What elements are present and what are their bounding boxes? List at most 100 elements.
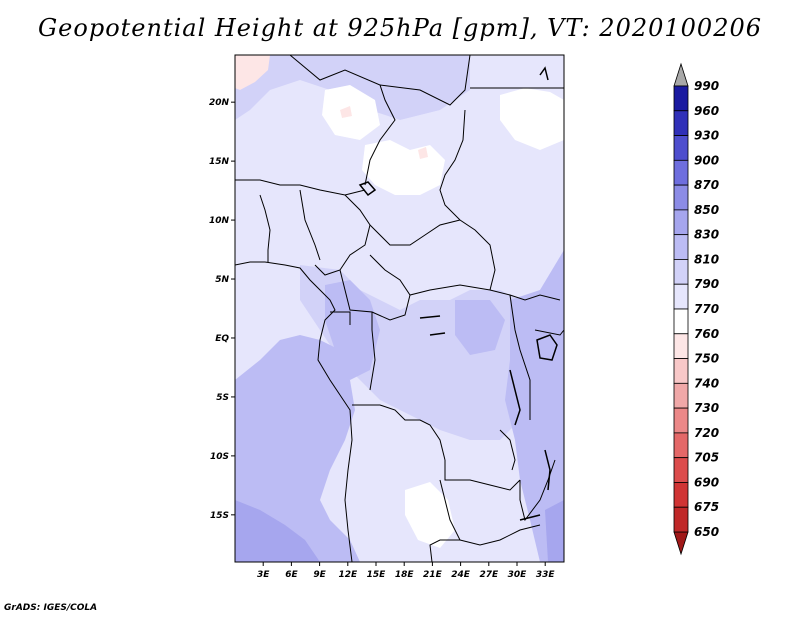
border-angola-south (444, 460, 521, 491)
river-marks-1 (419, 315, 441, 319)
colorbar-label: 690 (694, 475, 719, 489)
river-marks-2 (429, 332, 446, 336)
field-830-ocean (235, 335, 360, 562)
colorbar-box (673, 382, 689, 409)
map-frame (234, 54, 565, 563)
border-east-3 (534, 329, 564, 336)
colorbar-label: 760 (694, 327, 719, 341)
field-760-dot-sahel (418, 147, 428, 159)
field-790-west (235, 120, 340, 220)
border-lake-tanganyika (499, 429, 516, 471)
footer-credit: GrADS: IGES/COLA (4, 603, 98, 613)
lat-tick-label: 5S (216, 393, 229, 403)
lon-tick-label: 18E (395, 570, 415, 580)
colorbar-label: 900 (694, 153, 719, 167)
field-830-lake (455, 300, 505, 355)
lon-tick-label: 21E (423, 570, 443, 580)
border-north-2 (379, 55, 471, 106)
lakes (358, 66, 558, 521)
colorbar-box (673, 407, 689, 434)
border-chad-sudan (439, 109, 496, 291)
colorbar-box (673, 85, 689, 112)
colorbar-box (673, 308, 689, 335)
colorbar-box (673, 432, 689, 459)
border-gabon (330, 311, 351, 325)
border-east-1 (489, 289, 561, 301)
colorbar-box (673, 283, 689, 310)
field-850-southeast (545, 500, 564, 562)
border-angola-north (352, 404, 446, 461)
colorbar-box (673, 259, 689, 285)
colorbar-label: 650 (694, 525, 719, 539)
colorbar-upper-arrow (673, 62, 689, 87)
border-southeast-1 (459, 524, 541, 546)
colorbar-label: 810 (694, 252, 719, 266)
border-east-2 (509, 294, 531, 420)
lat-tick-label: EQ (215, 334, 229, 344)
field-760-northwest (235, 55, 270, 90)
colorbar-label: 740 (694, 376, 719, 390)
river-marks-3 (519, 514, 541, 521)
border-nigeria (314, 194, 371, 276)
lon-tick-label: 12E (338, 570, 358, 580)
field-850-southwest (235, 500, 320, 562)
chart-title: Geopotential Height at 925hPa [gpm], VT:… (38, 14, 762, 42)
colorbar-label: 990 (694, 79, 719, 93)
latitude-axis: 20N 15N 10N 5N EQ 5S 10S 15S (209, 98, 235, 521)
border-north-1 (289, 55, 396, 186)
colorbar-box (673, 110, 689, 136)
lon-tick-label: 30E (508, 570, 528, 580)
colorbar-lower-arrow (673, 531, 689, 556)
lon-tick-label: 33E (536, 570, 556, 580)
lake-chad (358, 181, 377, 197)
colorbar-label: 770 (694, 302, 719, 316)
colorbar-box (673, 135, 689, 161)
colorbar-box (673, 482, 689, 508)
colorbar-box (673, 506, 689, 533)
country-borders (235, 55, 564, 562)
longitude-axis: 3E 6E 9E 12E 15E 18E 21E 24E 27E 30E 33E (257, 562, 555, 580)
colorbar: 990 960 930 900 870 850 830 810 790 770 760 750 740 7… (673, 62, 719, 556)
field-770-northeast (500, 88, 564, 150)
lat-tick-label: 5N (215, 275, 229, 285)
lon-tick-label: 15E (367, 570, 387, 580)
field-830-congo (325, 280, 380, 380)
border-west-1 (259, 194, 271, 262)
colorbar-label: 960 (694, 104, 719, 118)
colorbar-label: 675 (694, 500, 719, 514)
lake-northeast (539, 66, 549, 81)
lat-tick-label: 10N (209, 216, 230, 226)
colorbar-box (673, 457, 689, 483)
colorbar-label: 870 (694, 178, 719, 192)
colorbar-label: 705 (694, 451, 719, 465)
colorbar-label: 790 (694, 277, 719, 291)
coastline-west-africa (235, 261, 353, 562)
field-770-south (405, 482, 455, 548)
lon-tick-label: 3E (257, 570, 270, 580)
colorbar-box (673, 184, 689, 211)
lake-victoria (536, 334, 558, 361)
colorbar-label: 830 (694, 228, 719, 242)
lon-tick-label: 6E (285, 570, 298, 580)
border-west-2 (299, 189, 321, 261)
lat-tick-label: 10S (210, 452, 229, 462)
colorbar-box (673, 333, 689, 359)
lon-tick-label: 24E (451, 570, 471, 580)
colorbar-label: 850 (694, 203, 719, 217)
colorbar-label: 930 (694, 129, 719, 143)
lake-malawi (544, 449, 551, 491)
lon-tick-label: 9E (313, 570, 326, 580)
colorbar-box (673, 358, 689, 384)
lake-tanganyika (509, 369, 521, 426)
colorbar-box (673, 159, 689, 186)
border-car (369, 219, 461, 246)
lat-tick-label: 20N (209, 98, 230, 108)
border-congo (371, 294, 411, 321)
lon-tick-label: 27E (479, 570, 499, 580)
colorbar-box (673, 209, 689, 236)
colorbar-label: 730 (694, 401, 719, 415)
colorbar-label: 750 (694, 352, 719, 366)
lat-tick-label: 15S (210, 511, 229, 521)
colorbar-box (673, 234, 689, 260)
